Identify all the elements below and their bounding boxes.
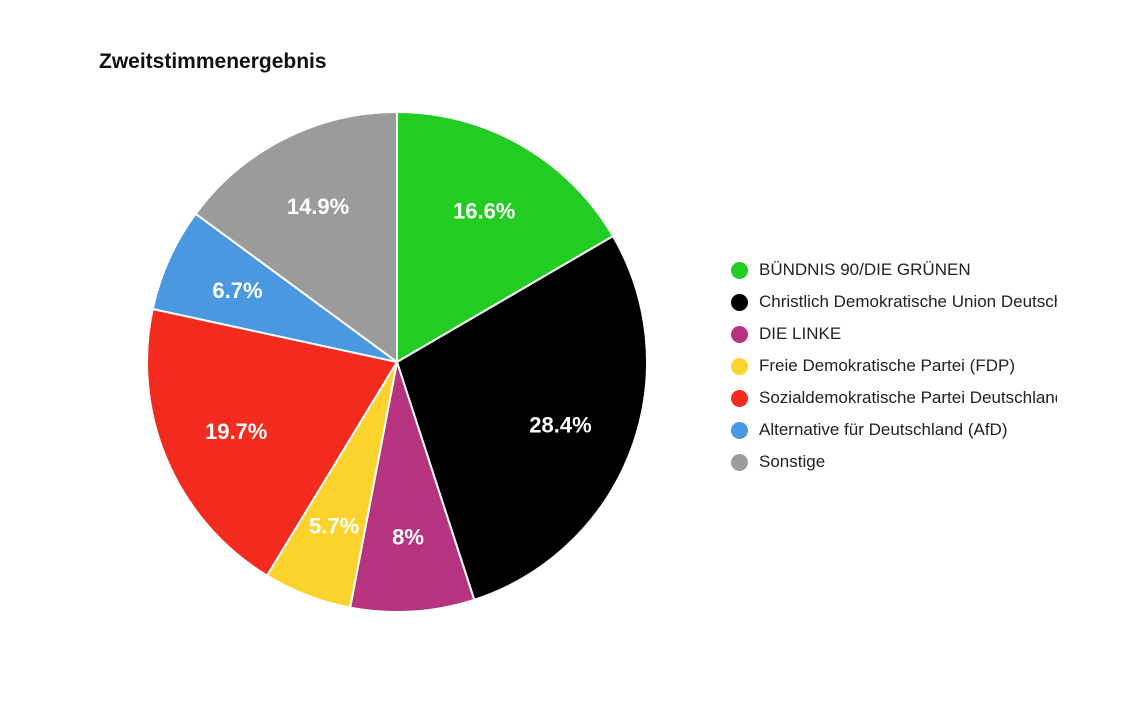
legend-label: BÜNDNIS 90/DIE GRÜNEN — [759, 260, 971, 279]
legend-item-freie-demokratische-partei-fdp[interactable]: Freie Demokratische Partei (FDP) — [731, 350, 1057, 382]
pie-slice-b-ndnis-90-die-gr-nen[interactable] — [396, 110, 615, 364]
chart-legend: BÜNDNIS 90/DIE GRÜNEN Christlich Demokrat… — [731, 254, 1057, 478]
pie-labels: 16.6% 28.4% 8% 5.7% 19.7% 6.7% 14.9% — [205, 194, 592, 550]
pie-slice-sozialdemokratische-partei-deutschlands-spd[interactable] — [146, 307, 399, 577]
legend-label: DIE LINKE — [759, 324, 842, 343]
legend-item-b-ndnis-90-die-gr-nen[interactable]: BÜNDNIS 90/DIE GRÜNEN — [731, 254, 1057, 286]
pie-label-sozialdemokratische-partei-deutschlands-spd: 19.7% — [205, 419, 267, 444]
legend-swatch-icon — [731, 357, 748, 375]
legend-item-christlich-demokratische-union-deutschlands-cdu[interactable]: Christlich Demokratische Union Deutschla… — [731, 286, 1057, 318]
pie-slice-die-linke[interactable] — [348, 361, 476, 613]
chart-title: Zweitstimmenergebnis — [99, 50, 327, 73]
legend-item-sonstige[interactable]: Sonstige — [731, 446, 1057, 478]
pie-label-die-linke: 8% — [392, 525, 424, 550]
legend-label: Alternative für Deutschland (AfD) — [759, 420, 1008, 439]
legend-swatch-icon — [731, 325, 748, 343]
legend-label: Freie Demokratische Partei (FDP) — [759, 356, 1016, 375]
legend-label: Sonstige — [759, 452, 826, 471]
pie-label-freie-demokratische-partei-fdp: 5.7% — [309, 513, 359, 538]
pie-label-christlich-demokratische-union-deutschlands-cdu: 28.4% — [529, 412, 591, 437]
legend-swatch-icon — [731, 421, 748, 439]
legend-item-sozialdemokratische-partei-deutschlands-spd[interactable]: Sozialdemokratische Partei Deutschlands … — [731, 382, 1057, 414]
pie-label-sonstige: 14.9% — [287, 194, 349, 219]
legend-label: Sozialdemokratische Partei Deutschlands … — [759, 388, 1057, 407]
legend-label: Christlich Demokratische Union Deutschla… — [759, 292, 1057, 311]
pie-label-alternative-f-r-deutschland-afd: 6.7% — [212, 278, 262, 303]
pie-slice-christlich-demokratische-union-deutschlands-cdu[interactable] — [395, 234, 648, 602]
legend-swatch-icon — [731, 453, 748, 471]
legend-swatch-icon — [731, 261, 748, 279]
legend-swatch-icon — [731, 389, 748, 407]
legend-swatch-icon — [731, 293, 748, 311]
pie-label-b-ndnis-90-die-gr-nen: 16.6% — [453, 198, 515, 223]
pie-slice-sonstige[interactable] — [194, 110, 398, 364]
legend-item-alternative-f-r-deutschland-afd[interactable]: Alternative für Deutschland (AfD) — [731, 414, 1057, 446]
pie-slices — [146, 110, 648, 613]
legend-item-die-linke[interactable]: DIE LINKE — [731, 318, 1057, 350]
